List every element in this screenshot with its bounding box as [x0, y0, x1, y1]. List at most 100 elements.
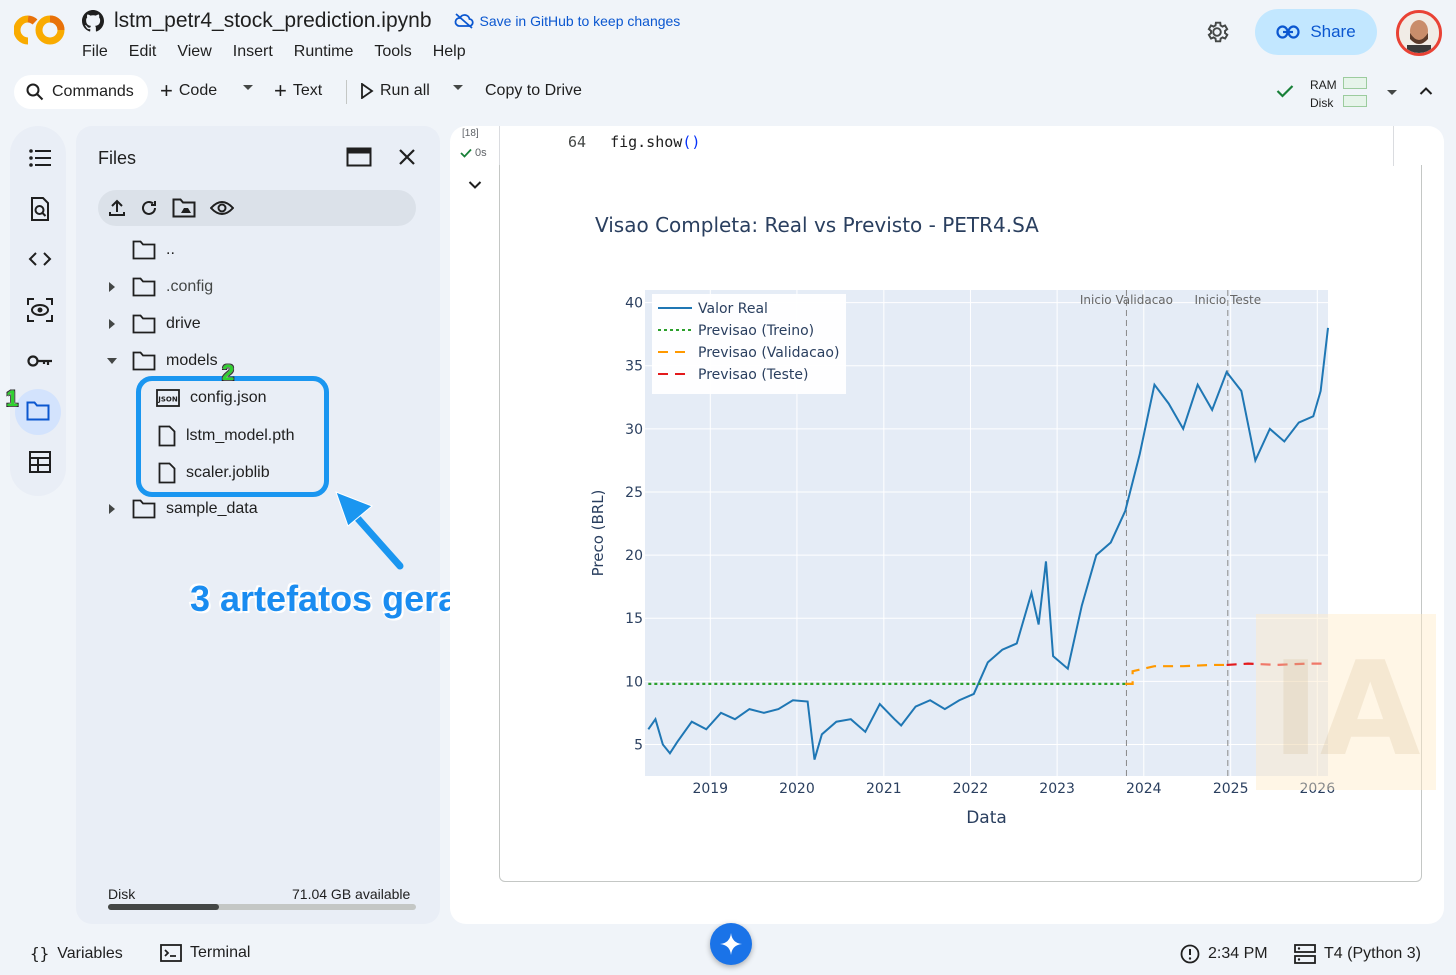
- notebook-title[interactable]: lstm_petr4_stock_prediction.ipynb: [114, 9, 432, 32]
- disk-usage-fill: [108, 904, 219, 910]
- copy-to-drive-button[interactable]: Copy to Drive: [485, 82, 582, 100]
- add-code-dropdown-icon[interactable]: [242, 84, 254, 92]
- y-tick-label: 15: [625, 611, 643, 627]
- x-tick-label: 2020: [779, 781, 815, 797]
- chart-svg: Visao Completa: Real vs Previsto - PETR4…: [589, 213, 1335, 828]
- file-icon: [158, 462, 176, 484]
- close-panel-icon[interactable]: [398, 148, 416, 166]
- share-button[interactable]: Share: [1255, 9, 1377, 55]
- annotation-badge-2: 2: [222, 360, 235, 385]
- chart-title: Visao Completa: Real vs Previsto - PETR4…: [595, 213, 1039, 237]
- menu-tools[interactable]: Tools: [374, 43, 412, 60]
- table-of-contents-icon[interactable]: [26, 144, 54, 172]
- file-icon: [158, 425, 176, 447]
- tree-item-drive[interactable]: drive: [108, 314, 201, 334]
- variables-label: Variables: [57, 944, 123, 962]
- folder-icon: [132, 277, 156, 297]
- caret-right-icon[interactable]: [108, 318, 116, 330]
- data-table-icon[interactable]: [26, 448, 54, 476]
- side-rail: [10, 126, 66, 496]
- cell-exec-time: 0s: [475, 147, 487, 159]
- resource-monitor[interactable]: RAM Disk: [1310, 76, 1337, 112]
- annotation-highlight-box: [136, 376, 329, 497]
- github-save-link[interactable]: Save in GitHub to keep changes: [454, 13, 680, 29]
- cell-exec-index: [18]: [462, 128, 479, 139]
- tree-item-config[interactable]: .config: [108, 277, 213, 297]
- disk-available: 71.04 GB available: [292, 886, 411, 902]
- code-cell-frame: [499, 126, 1394, 166]
- x-tick-label: 2023: [1039, 781, 1075, 797]
- terminal-button[interactable]: Terminal: [160, 944, 250, 962]
- caret-down-icon[interactable]: [106, 357, 118, 365]
- files-panel-title: Files: [98, 148, 137, 168]
- commands-button[interactable]: Commands: [14, 75, 148, 109]
- menu-file[interactable]: File: [82, 43, 108, 60]
- y-tick-label: 5: [634, 737, 643, 753]
- variable-inspector-icon[interactable]: [26, 296, 54, 324]
- secrets-key-icon[interactable]: [26, 347, 54, 375]
- menu-edit[interactable]: Edit: [128, 43, 157, 60]
- search-icon: [26, 83, 44, 101]
- show-hidden-eye-icon[interactable]: [210, 200, 234, 216]
- resources-dropdown-icon[interactable]: [1386, 89, 1398, 97]
- y-tick-label: 35: [625, 359, 643, 375]
- collapse-chevron-up-icon[interactable]: [1419, 86, 1433, 96]
- add-code-button[interactable]: + Code: [160, 78, 217, 103]
- tree-item-models[interactable]: models: [106, 351, 218, 371]
- plus-icon: +: [160, 78, 173, 103]
- disk-label: Disk: [1310, 96, 1334, 110]
- run-all-button[interactable]: Run all: [360, 82, 430, 100]
- reference-lines: Inicio Validacao Inicio Teste: [1080, 290, 1261, 776]
- toolbar-divider: [346, 80, 347, 104]
- braces-icon: {}: [30, 944, 50, 963]
- tree-item-lstm-model[interactable]: lstm_model.pth: [158, 425, 295, 447]
- menu-insert[interactable]: Insert: [232, 43, 273, 60]
- tree-item-sample-data[interactable]: sample_data: [108, 499, 258, 519]
- refresh-icon[interactable]: [140, 199, 158, 217]
- annotation-badge-1: 1: [6, 386, 19, 411]
- legend-label: Valor Real: [698, 301, 768, 317]
- cloud-off-icon: [454, 13, 474, 29]
- y-tick-label: 20: [625, 548, 643, 564]
- menu-help[interactable]: Help: [432, 43, 466, 60]
- variables-button[interactable]: {} Variables: [30, 944, 123, 963]
- y-tick-label: 25: [625, 485, 643, 501]
- toolbar: [10, 70, 1446, 114]
- caret-right-icon[interactable]: [108, 281, 116, 293]
- run-all-label: Run all: [380, 82, 430, 99]
- y-axis-label: Preco (BRL): [589, 490, 607, 577]
- caret-right-icon[interactable]: [108, 503, 116, 515]
- execution-time[interactable]: 2:34 PM: [1180, 944, 1268, 964]
- menu-runtime[interactable]: Runtime: [293, 43, 354, 60]
- gemini-button[interactable]: [710, 923, 752, 965]
- github-icon: [82, 10, 104, 32]
- time-label: 2:34 PM: [1208, 945, 1268, 962]
- tree-label: ..: [166, 241, 175, 258]
- legend-label: Previsao (Teste): [698, 367, 808, 383]
- code-snippets-icon[interactable]: [26, 245, 54, 273]
- runtime-info[interactable]: T4 (Python 3): [1294, 944, 1421, 964]
- legend[interactable]: Valor Real Previsao (Treino) Previsao (Val…: [652, 294, 846, 394]
- menu-view[interactable]: View: [177, 43, 212, 60]
- colab-logo[interactable]: [14, 14, 66, 46]
- add-text-button[interactable]: + Text: [274, 78, 322, 103]
- run-all-dropdown-icon[interactable]: [452, 84, 464, 92]
- plus-icon: +: [274, 78, 287, 103]
- sparkle-icon: [720, 933, 742, 955]
- code-line[interactable]: 64 fig.show(): [568, 133, 700, 151]
- upload-icon[interactable]: [108, 199, 126, 217]
- mount-drive-icon[interactable]: [172, 198, 196, 218]
- tree-item-parent[interactable]: ..: [132, 240, 175, 260]
- x-tick-label: 2026: [1299, 781, 1335, 797]
- find-in-page-icon[interactable]: [26, 195, 54, 223]
- series-line: [1125, 663, 1227, 685]
- open-in-tab-icon[interactable]: [346, 147, 372, 167]
- menu-bar: File Edit View Insert Runtime Tools Help: [82, 43, 487, 61]
- settings-gear-icon[interactable]: [1204, 19, 1230, 45]
- annotation-arrow: [330, 486, 410, 570]
- tree-item-scaler[interactable]: scaler.joblib: [158, 462, 270, 484]
- user-avatar[interactable]: [1396, 10, 1442, 56]
- output-collapse-chevron-icon[interactable]: [468, 180, 482, 190]
- tree-item-config-json[interactable]: JSON config.json: [156, 388, 267, 408]
- files-rail-button[interactable]: [15, 389, 61, 435]
